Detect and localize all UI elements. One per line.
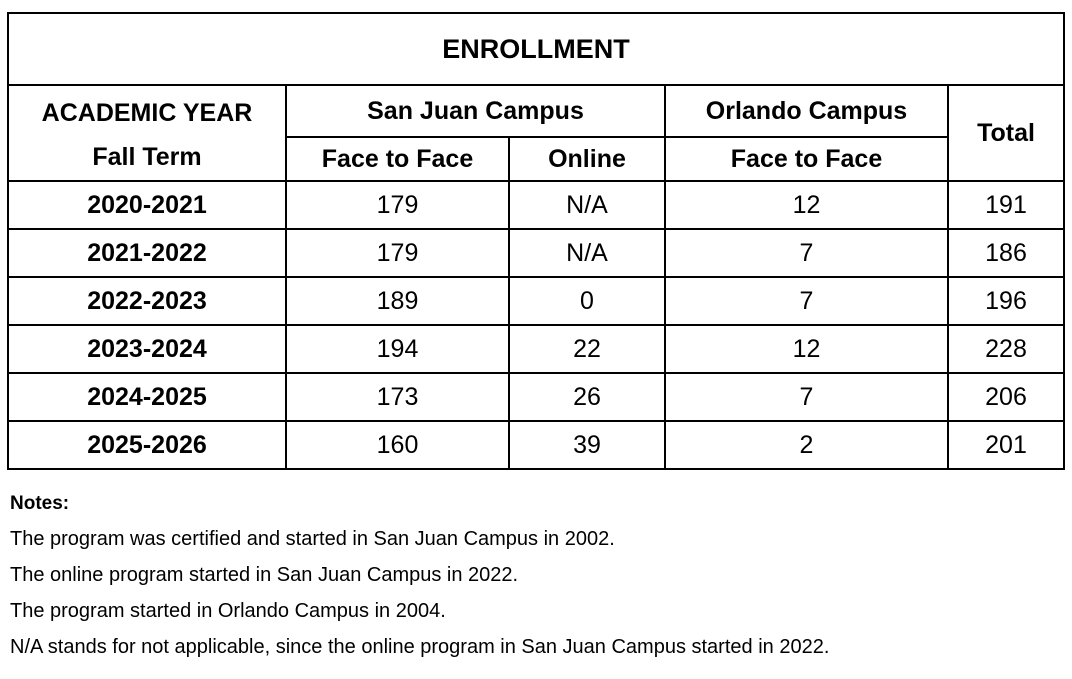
col-header-total: Total (946, 84, 1066, 182)
note-line: The program started in Orlando Campus in… (10, 600, 446, 622)
year-cell: 2021-2022 (7, 228, 287, 278)
table-header-row-groups: ACADEMIC YEAR Fall Term San Juan Campus … (7, 84, 1066, 182)
col-group-san-juan-campus: San Juan Campus (285, 84, 666, 138)
orlando-face-to-face-cell: 2 (664, 420, 949, 470)
orlando-face-to-face-cell: 7 (664, 372, 949, 422)
col-header-academic-year: ACADEMIC YEAR Fall Term (7, 84, 287, 182)
orlando-face-to-face-cell: 12 (664, 324, 949, 374)
table-header-row-modes: Face to Face Online Face to Face (8, 136, 1064, 182)
enrollment-table: ENROLLMENT ACADEMIC YEAR Fall Term San J… (6, 12, 1066, 470)
year-cell: 2025-2026 (7, 420, 287, 470)
col-header-sj-online: Online (508, 136, 666, 182)
total-cell: 186 (946, 228, 1066, 278)
total-cell: 201 (946, 420, 1066, 470)
sj-face-to-face-cell: 160 (285, 420, 510, 470)
note-line: The online program started in San Juan C… (10, 564, 519, 586)
table-row: 2024-2025 173 26 7 206 (7, 372, 1066, 422)
fall-term-label: Fall Term (92, 143, 202, 171)
note-line: The program was certified and started in… (10, 528, 615, 550)
total-cell: 228 (946, 324, 1066, 374)
table-title-row: ENROLLMENT (6, 12, 1066, 86)
sj-face-to-face-cell: 189 (285, 276, 510, 326)
sj-online-cell: 26 (508, 372, 666, 422)
notes-heading: Notes: (10, 493, 70, 514)
total-cell: 191 (946, 180, 1066, 230)
orlando-face-to-face-cell: 12 (664, 180, 949, 230)
notes-section: Notes: The program was certified and sta… (10, 487, 1060, 665)
table-row: 2025-2026 160 39 2 201 (7, 420, 1066, 470)
table-row: 2021-2022 179 N/A 7 186 (7, 228, 1066, 278)
sj-online-cell: 22 (508, 324, 666, 374)
sj-face-to-face-cell: 173 (285, 372, 510, 422)
sj-online-cell: 0 (508, 276, 666, 326)
table-title: ENROLLMENT (6, 12, 1066, 86)
orlando-face-to-face-cell: 7 (664, 276, 949, 326)
table-row: 2022-2023 189 0 7 196 (7, 276, 1066, 326)
col-group-orlando-campus: Orlando Campus (664, 84, 949, 138)
sj-face-to-face-cell: 194 (285, 324, 510, 374)
year-cell: 2022-2023 (7, 276, 287, 326)
year-cell: 2020-2021 (7, 180, 287, 230)
sj-online-cell: N/A (508, 228, 666, 278)
sj-face-to-face-cell: 179 (285, 228, 510, 278)
academic-year-label: ACADEMIC YEAR (41, 99, 253, 127)
note-line: N/A stands for not applicable, since the… (10, 636, 830, 658)
sj-online-cell: N/A (508, 180, 666, 230)
year-cell: 2024-2025 (7, 372, 287, 422)
table-row: 2020-2021 179 N/A 12 191 (7, 180, 1066, 230)
sj-face-to-face-cell: 179 (285, 180, 510, 230)
total-cell: 206 (946, 372, 1066, 422)
table-row: 2023-2024 194 22 12 228 (7, 324, 1066, 374)
sj-online-cell: 39 (508, 420, 666, 470)
col-header-sj-face-to-face: Face to Face (285, 136, 510, 182)
orlando-face-to-face-cell: 7 (664, 228, 949, 278)
year-cell: 2023-2024 (7, 324, 287, 374)
total-cell: 196 (946, 276, 1066, 326)
col-header-orlando-face-to-face: Face to Face (664, 136, 949, 182)
